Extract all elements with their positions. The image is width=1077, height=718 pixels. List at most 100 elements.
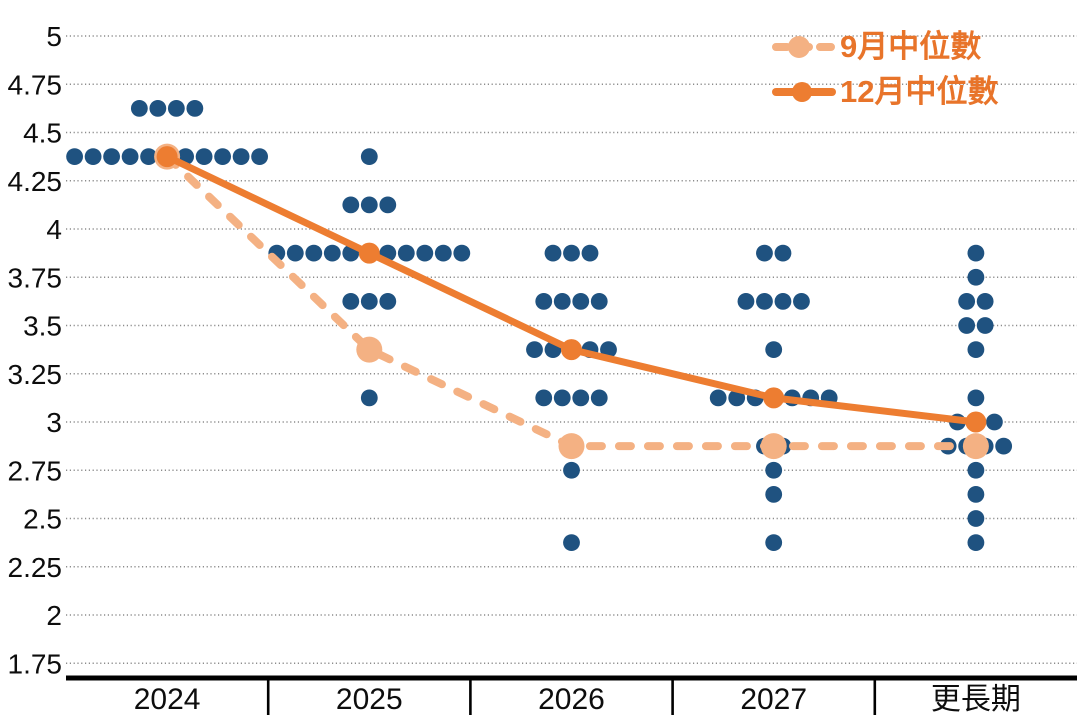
projection-dot bbox=[323, 244, 341, 262]
projection-dot bbox=[572, 389, 590, 407]
projection-dot bbox=[186, 99, 204, 117]
projection-dot bbox=[167, 99, 185, 117]
projection-dot bbox=[66, 148, 83, 166]
projection-dot bbox=[379, 292, 397, 310]
x-axis-label: 2027 bbox=[740, 683, 807, 716]
december-median-marker bbox=[561, 339, 582, 361]
projection-dot bbox=[581, 244, 599, 262]
projection-dot bbox=[765, 341, 783, 359]
projection-dot bbox=[967, 268, 985, 286]
projection-dot bbox=[756, 244, 773, 262]
legend-label-september: 9月中位數 bbox=[840, 29, 982, 64]
projection-dot bbox=[563, 244, 580, 262]
projection-dot bbox=[379, 196, 397, 214]
projection-dot bbox=[976, 292, 994, 310]
december-median-marker bbox=[358, 242, 380, 264]
projection-dot bbox=[544, 244, 562, 262]
projection-dot bbox=[774, 292, 792, 310]
projection-dot bbox=[563, 534, 580, 552]
x-axis-label: 更長期 bbox=[931, 683, 1021, 716]
projection-dot bbox=[958, 292, 976, 310]
projection-dot bbox=[765, 534, 783, 552]
projection-dot bbox=[967, 485, 985, 503]
y-axis-label: 5 bbox=[46, 21, 62, 52]
x-axis-label: 2025 bbox=[336, 683, 403, 716]
projection-dot bbox=[453, 244, 471, 262]
y-axis-label: 4.75 bbox=[8, 69, 63, 100]
december-median-marker bbox=[965, 411, 987, 433]
projection-dot bbox=[967, 534, 985, 552]
projection-dot bbox=[84, 148, 102, 166]
projection-dot bbox=[590, 389, 608, 407]
december-solid-line-sample-icon bbox=[772, 81, 836, 102]
projection-dot bbox=[526, 341, 543, 359]
projection-dot bbox=[397, 244, 415, 262]
december-median-marker bbox=[763, 387, 785, 409]
projection-dot bbox=[416, 244, 434, 262]
projection-dot bbox=[765, 461, 783, 479]
projection-dot bbox=[967, 510, 985, 527]
projection-dot bbox=[535, 389, 553, 407]
y-axis-label: 2.75 bbox=[8, 455, 63, 486]
projection-dot bbox=[709, 389, 727, 407]
y-axis-label: 4.5 bbox=[23, 118, 62, 149]
projection-dot bbox=[986, 413, 1003, 431]
september-median-marker bbox=[558, 433, 585, 460]
december-median-line bbox=[163, 153, 980, 426]
y-axis-label: 3.5 bbox=[23, 311, 62, 342]
legend-item-september: 9月中位數 bbox=[772, 28, 998, 65]
projection-dot bbox=[342, 292, 360, 310]
projection-dot bbox=[967, 461, 985, 479]
projection-dot bbox=[967, 244, 985, 262]
x-axis-label: 2026 bbox=[538, 683, 605, 716]
september-median-marker bbox=[356, 336, 383, 363]
projection-dot bbox=[360, 389, 378, 407]
legend-label-december: 12月中位數 bbox=[840, 74, 999, 110]
projection-dot bbox=[563, 461, 580, 479]
legend-item-december: 12月中位數 bbox=[772, 73, 998, 110]
projection-dot bbox=[305, 244, 323, 262]
projection-dot bbox=[765, 485, 783, 503]
projection-dot bbox=[967, 389, 985, 407]
projection-dot bbox=[572, 292, 590, 310]
projection-dot bbox=[232, 148, 250, 166]
projection-dot bbox=[286, 244, 304, 262]
y-axis-label: 4 bbox=[46, 214, 62, 245]
projection-dot bbox=[360, 148, 378, 166]
legend: 9月中位數 12月中位數 bbox=[772, 28, 998, 110]
projection-dot bbox=[600, 341, 617, 359]
projection-dot bbox=[756, 292, 773, 310]
september-dashed-line-sample-icon bbox=[772, 35, 836, 58]
y-axis-label: 3.75 bbox=[8, 262, 63, 293]
projection-dot bbox=[590, 292, 608, 310]
september-median-line bbox=[163, 152, 980, 451]
y-axis-label: 3.25 bbox=[8, 359, 63, 390]
december-median-marker bbox=[156, 146, 178, 168]
y-axis-label: 2 bbox=[46, 600, 62, 631]
projection-dot bbox=[976, 317, 994, 334]
projection-dot bbox=[103, 148, 120, 166]
projection-dot bbox=[995, 437, 1013, 455]
projection-dot bbox=[360, 196, 378, 214]
projection-dot bbox=[342, 196, 360, 214]
x-axis-label: 2024 bbox=[134, 683, 201, 716]
projection-dot bbox=[149, 99, 167, 117]
y-axis-label: 1.75 bbox=[8, 648, 63, 679]
projection-dot bbox=[553, 389, 571, 407]
projection-dot bbox=[793, 292, 810, 310]
projection-dot bbox=[728, 389, 746, 407]
projection-dot bbox=[737, 292, 755, 310]
y-axis-label: 4.25 bbox=[8, 166, 63, 197]
projection-dot bbox=[434, 244, 452, 262]
september-median-marker bbox=[760, 433, 787, 460]
y-axis-label: 2.25 bbox=[8, 552, 63, 583]
projection-dot bbox=[130, 99, 148, 117]
projection-dot bbox=[251, 148, 268, 166]
projection-dot bbox=[553, 292, 571, 310]
y-axis-label: 2.5 bbox=[23, 504, 62, 535]
projection-dot bbox=[958, 317, 976, 334]
projection-dot bbox=[214, 148, 232, 166]
projection-dot bbox=[774, 244, 792, 262]
